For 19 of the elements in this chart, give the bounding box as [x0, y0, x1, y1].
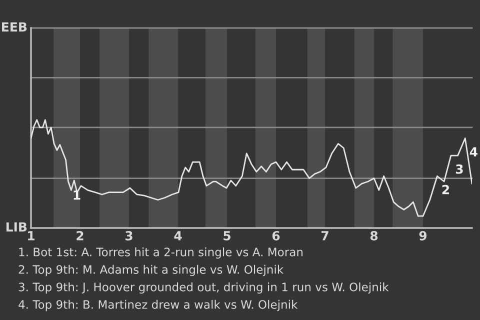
x-tick-label: 8 [370, 231, 378, 240]
annotation: 3 [456, 164, 463, 174]
text: 1. Bot 1st: A. Torres hit a 2-run single vs A. Moran [19, 247, 303, 259]
annotation: 2 [442, 184, 449, 194]
x-tick-label: 6 [272, 231, 280, 240]
x-tick-label: 7 [321, 231, 328, 240]
x-tick-label: 2 [76, 231, 84, 240]
text: EEB [2, 22, 27, 32]
annotation: 4 [470, 147, 478, 156]
text: 4. Top 9th: B. Martinez drew a walk vs W. Olejnik [18, 300, 298, 312]
text: LIB [6, 222, 27, 232]
text: 3. Top 9th: J. Hoover grounded out, driving in 1 run vs W. Olejnik [18, 282, 389, 294]
x-tick-label: 4 [174, 231, 182, 240]
annotation: 1 [74, 190, 80, 200]
x-tick-label: 9 [419, 231, 427, 240]
x-tick-label: 1 [28, 231, 34, 240]
x-tick-label: 3 [125, 231, 132, 240]
text: 2. Top 9th: M. Adams hit a single vs W. Olejnik [18, 264, 284, 276]
x-tick-label: 5 [224, 231, 230, 240]
